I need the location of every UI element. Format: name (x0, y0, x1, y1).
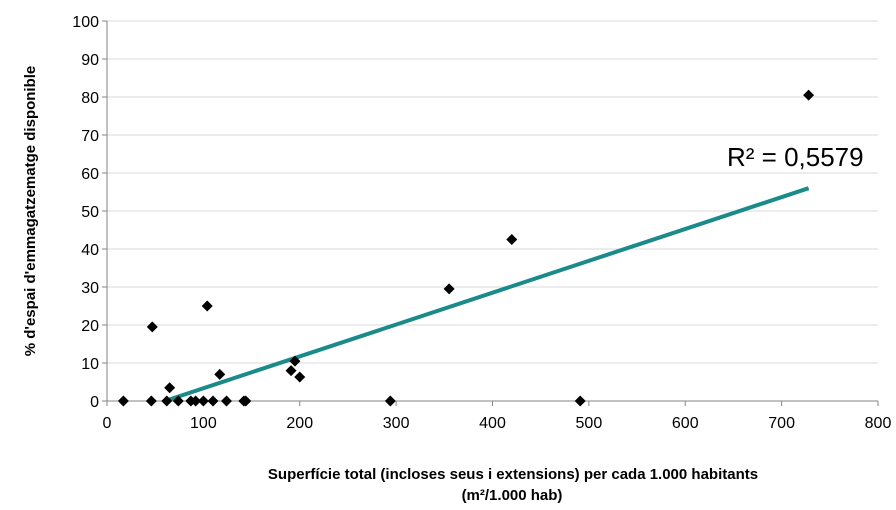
data-point-5 (172, 395, 184, 407)
x-axis-label-line2: (m²/1.000 hab) (462, 487, 563, 504)
data-point-21 (574, 395, 586, 407)
data-point-20 (506, 234, 518, 245)
r-squared-label: R² = 0,5579 (727, 142, 864, 172)
data-point-9 (201, 300, 213, 312)
x-tick-label-300: 300 (383, 415, 410, 432)
x-tick-labels: 0 100 200 300 400 500 600 700 800 (103, 415, 892, 432)
x-tick-label-200: 200 (286, 415, 313, 432)
y-axis-label: % d'espai d'emmagatzematge disponible (22, 66, 39, 357)
data-point-1 (145, 395, 157, 407)
x-tick-label-400: 400 (479, 415, 506, 432)
data-point-16 (289, 355, 301, 367)
data-point-7 (190, 395, 202, 407)
y-tick-label-40: 40 (81, 242, 99, 259)
x-tick-label-0: 0 (103, 415, 112, 432)
data-point-12 (221, 395, 233, 407)
axes (102, 20, 879, 406)
y-tick-label-70: 70 (81, 128, 99, 145)
data-point-18 (384, 395, 396, 407)
data-point-4 (164, 382, 176, 394)
data-points (117, 89, 815, 407)
y-tick-label-100: 100 (72, 14, 99, 31)
data-point-8 (197, 395, 209, 407)
y-tick-label-10: 10 (81, 356, 99, 373)
data-point-10 (207, 395, 219, 407)
data-point-2 (146, 321, 158, 333)
y-tick-label-90: 90 (81, 52, 99, 69)
trendline-group (164, 186, 810, 403)
data-point-11 (214, 368, 226, 380)
y-tick-label-30: 30 (81, 280, 99, 297)
x-tick-label-700: 700 (768, 415, 795, 432)
y-tick-label-0: 0 (90, 394, 99, 411)
y-tick-label-80: 80 (81, 90, 99, 107)
data-point-0 (117, 395, 129, 407)
data-point-19 (443, 283, 455, 295)
x-tick-label-800: 800 (865, 415, 892, 432)
data-point-15 (285, 365, 297, 377)
x-axis-label-line1: Superfície total (incloses seus i extens… (268, 466, 758, 483)
x-tick-label-100: 100 (190, 415, 217, 432)
x-tick-label-600: 600 (672, 415, 699, 432)
y-tick-label-20: 20 (81, 318, 99, 335)
y-tick-label-60: 60 (81, 166, 99, 183)
trendline (164, 186, 810, 403)
gridlines (107, 20, 878, 364)
y-tick-label-50: 50 (81, 204, 99, 221)
data-point-14 (240, 395, 252, 407)
y-tick-labels: 0 10 20 30 40 50 60 70 80 90 100 (72, 14, 99, 411)
data-point-17 (294, 371, 306, 383)
data-point-22 (803, 89, 815, 101)
x-tick-label-500: 500 (576, 415, 603, 432)
data-point-3 (161, 395, 173, 407)
